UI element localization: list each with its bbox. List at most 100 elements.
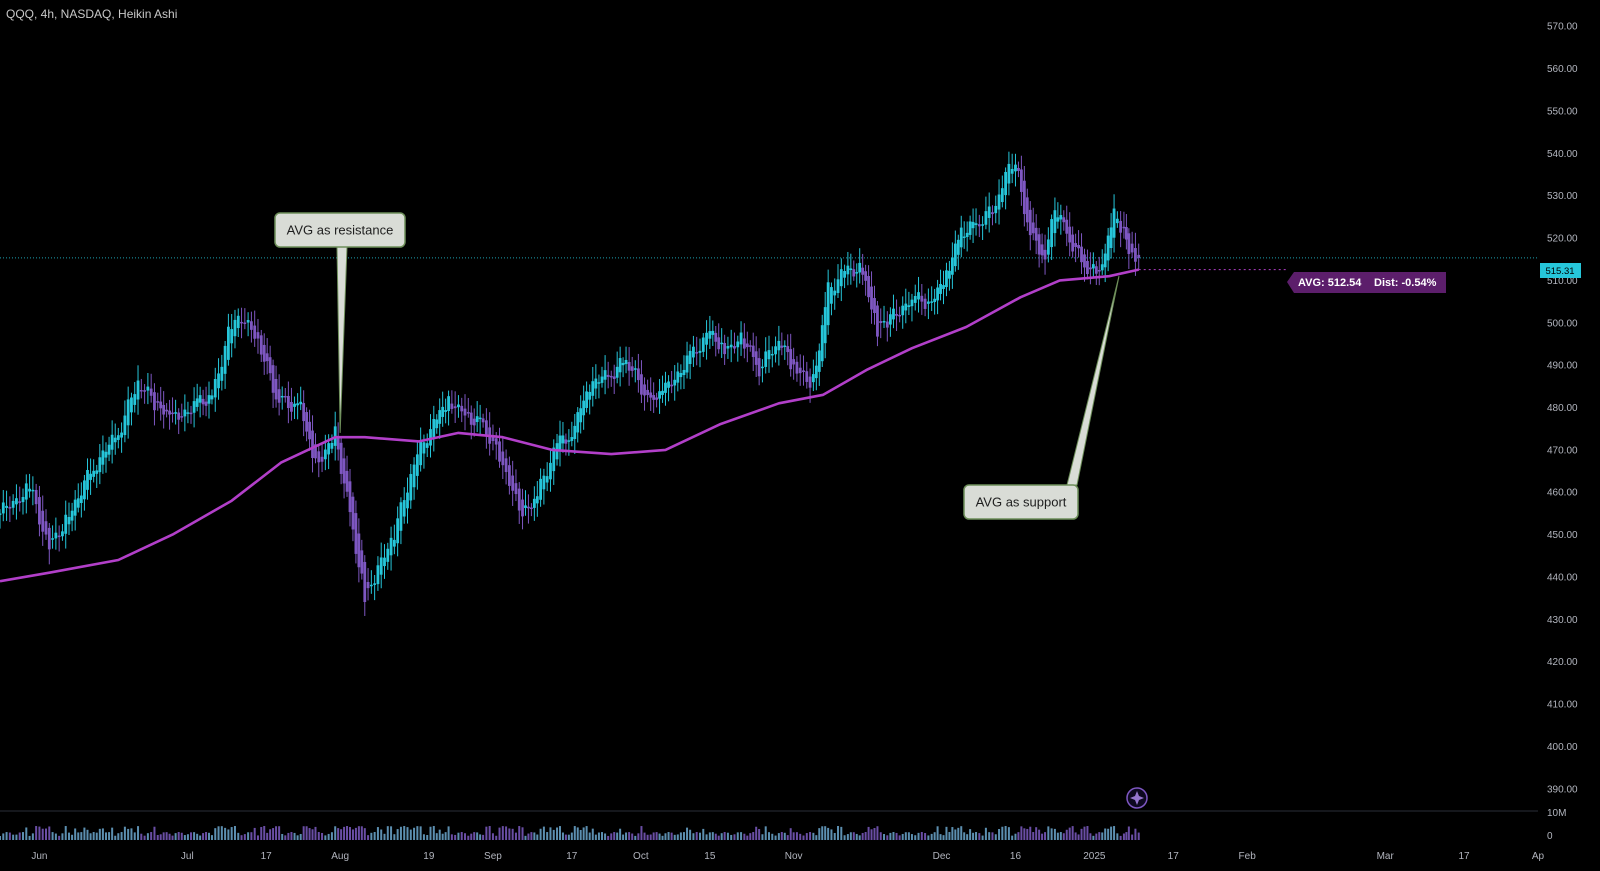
candle-body: [839, 269, 843, 287]
candle-body: [342, 458, 346, 484]
volume-bar: [130, 828, 133, 840]
candle-body: [633, 368, 637, 370]
candle-body: [1089, 267, 1092, 270]
volume-bar: [281, 833, 284, 840]
candle-body: [336, 436, 340, 450]
volume-bar: [413, 827, 416, 840]
candle-body: [126, 399, 130, 426]
candle-body: [532, 498, 536, 508]
sparkle-icon: [1130, 791, 1144, 805]
volume-bar: [202, 833, 205, 840]
candle-body: [478, 417, 482, 420]
volume-bar: [171, 835, 174, 840]
volume-bar: [837, 826, 840, 840]
volume-bar: [51, 832, 54, 840]
candle-body: [379, 557, 383, 575]
volume-bar: [432, 826, 435, 840]
volume-bar: [954, 829, 957, 840]
volume-bar: [673, 834, 676, 840]
volume-bar: [686, 827, 689, 840]
volume-bar: [210, 835, 213, 840]
volume-bar: [1080, 828, 1083, 840]
candle-body: [885, 321, 889, 328]
volume-bar: [655, 832, 658, 840]
candle-body: [636, 368, 640, 381]
volume-bar: [736, 832, 739, 840]
volume-bar: [470, 833, 473, 840]
candle-body: [858, 262, 862, 273]
volume-bar: [830, 829, 833, 840]
volume-bar: [1092, 835, 1095, 840]
volume-bar: [275, 826, 278, 840]
volume-bar: [930, 833, 933, 840]
volume-bar: [689, 829, 692, 840]
volume-bar: [524, 835, 527, 840]
candle-body: [1017, 167, 1020, 171]
volume-bar: [1035, 827, 1038, 840]
candle-body: [165, 409, 169, 412]
volume-bar: [256, 835, 259, 840]
candle-body: [438, 410, 442, 424]
candle-body: [904, 303, 908, 311]
volume-bar: [1119, 835, 1122, 840]
annotations: AVG as resistance AVG as support: [274, 212, 1120, 520]
candle-body: [729, 344, 733, 348]
time-axis[interactable]: Jun Jul 17 Aug 19 Sep 17 Oct 15 Nov Dec 16 2025 17 Feb…: [31, 851, 1544, 862]
candle-body: [79, 495, 83, 504]
candle-body: [786, 346, 790, 353]
volume-bar: [1125, 832, 1128, 840]
candle-body: [733, 345, 736, 349]
volume-bar: [991, 832, 994, 840]
volume-bar: [429, 826, 432, 840]
volume-bar: [324, 835, 327, 840]
candle-body: [223, 345, 227, 374]
candle-body: [38, 497, 41, 525]
time-tick: Mar: [1377, 851, 1395, 862]
replay-button[interactable]: [1126, 787, 1148, 809]
volume-bar: [351, 829, 354, 840]
volume-bar: [1071, 826, 1074, 840]
volume-bar: [498, 827, 501, 840]
candle-body: [723, 342, 727, 355]
candle-body: [606, 374, 610, 377]
candle-body: [1034, 227, 1038, 241]
volume-bar: [441, 833, 444, 840]
volume-bar: [1113, 826, 1116, 840]
candle-body: [1019, 169, 1023, 192]
price-tick: 530.00: [1547, 191, 1578, 202]
candle-body: [1077, 245, 1080, 249]
volume-bar: [514, 832, 517, 840]
candle-body: [717, 337, 721, 350]
candle-body: [419, 441, 423, 466]
candle-body: [609, 375, 613, 378]
candle-body: [339, 442, 343, 474]
price-axis[interactable]: 570.00 560.00 550.00 540.00 530.00 520.00 510.…: [1547, 22, 1578, 842]
volume-bar: [25, 827, 28, 840]
candle-body: [120, 432, 123, 438]
volume-bar: [802, 835, 805, 840]
volume-bar: [38, 826, 41, 840]
volume-bar: [208, 832, 211, 840]
volume-bar: [667, 832, 670, 840]
candle-body: [826, 282, 830, 326]
volume-bar: [35, 826, 38, 840]
volume-bar: [253, 827, 256, 840]
candle-body: [504, 458, 508, 473]
volume-bar: [74, 828, 77, 840]
candle-body: [676, 371, 680, 383]
candle-body: [962, 236, 966, 239]
volume-bar: [858, 835, 861, 840]
volume-bar: [284, 835, 287, 840]
candle-body: [494, 438, 498, 445]
volume-bar: [619, 828, 622, 840]
volume-bar: [771, 833, 774, 840]
volume-bar: [177, 832, 180, 840]
volume-bar: [933, 832, 936, 840]
volume-bar: [730, 834, 733, 840]
volume-bar: [670, 832, 673, 840]
volume-bar: [1104, 828, 1107, 840]
candle-body: [720, 342, 724, 345]
candle-body: [207, 395, 211, 404]
